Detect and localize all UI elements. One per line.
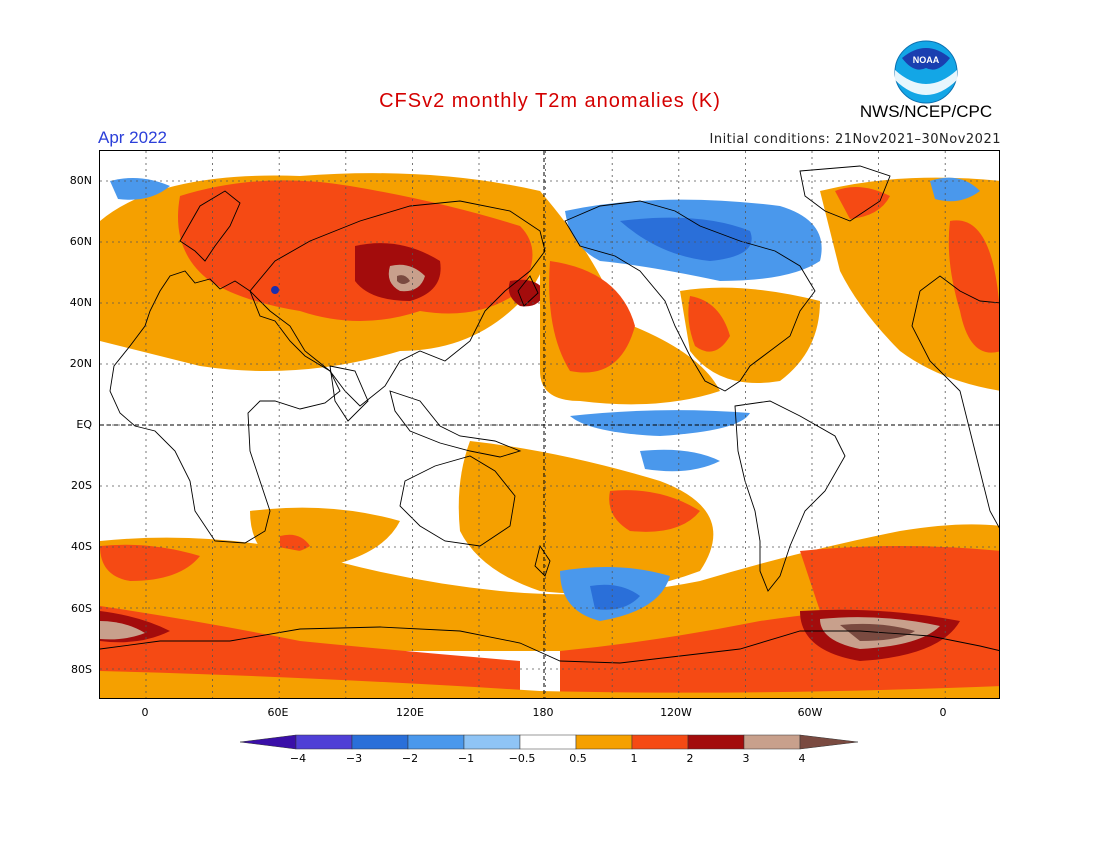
shade-tropics-blue-2 xyxy=(640,449,720,472)
shade-npacific-red xyxy=(549,261,635,373)
lat-label-eq: EQ xyxy=(76,418,92,431)
legend-label-05: 0.5 xyxy=(569,752,587,765)
legend-label-3: 3 xyxy=(742,752,750,765)
coastlines xyxy=(100,165,999,664)
shade-southernocean-midblue xyxy=(590,584,640,610)
agency-label: NWS/NCEP/CPC xyxy=(859,102,993,121)
legend-label-minus3: −3 xyxy=(345,752,363,765)
lat-label-40n: 40N xyxy=(69,296,92,309)
shade-greenland-red xyxy=(835,187,890,219)
shade-caspian-navy xyxy=(271,286,280,294)
shade-spacific-orange xyxy=(458,441,714,594)
lon-label-0-east: 0 xyxy=(939,706,947,719)
shade-asia-brown xyxy=(397,275,410,284)
legend-label-4: 4 xyxy=(798,752,806,765)
lat-label-80s: 80S xyxy=(71,663,92,676)
lat-label-20n: 20N xyxy=(69,357,92,370)
legend-label-minus05: −0.5 xyxy=(508,752,536,765)
colorbar-cell xyxy=(351,734,409,750)
anomaly-map-canvas xyxy=(100,151,999,698)
shade-spacific-red xyxy=(609,490,700,532)
colorbar-cell xyxy=(575,734,633,750)
shade-weddell-tan xyxy=(100,621,145,640)
shade-southatlantic-red-east xyxy=(800,546,999,621)
shade-arctic-blue-west xyxy=(110,177,170,200)
shade-indian-red xyxy=(280,534,310,552)
colorbar-cell xyxy=(519,734,577,750)
shade-pacific-darkred xyxy=(508,279,545,307)
colorbar-cell xyxy=(743,734,801,750)
noaa-logo-text: NOAA xyxy=(913,55,940,65)
valid-month-label: Apr 2022 xyxy=(98,128,167,147)
lon-label-60e: 60E xyxy=(267,706,289,719)
lon-label-60w: 60W xyxy=(797,706,823,719)
shade-southatlantic-red xyxy=(100,544,200,581)
shade-tropics-blue xyxy=(570,410,750,436)
colorbar xyxy=(240,734,859,750)
lat-label-80n: 80N xyxy=(69,174,92,187)
colorbar-cell xyxy=(799,734,859,750)
plot-title: CFSv2 monthly T2m anomalies (K) xyxy=(379,90,721,112)
shade-northamerica-midblue xyxy=(620,217,752,261)
legend-label-2: 2 xyxy=(686,752,694,765)
colorbar-cell xyxy=(295,734,353,750)
colorbar-cell xyxy=(687,734,745,750)
lon-label-120w: 120W xyxy=(660,706,692,719)
colorbar-cell xyxy=(407,734,465,750)
initial-conditions-label: Initial conditions: 21Nov2021–30Nov2021 xyxy=(709,132,1001,147)
lat-label-60n: 60N xyxy=(69,235,92,248)
colorbar-cell xyxy=(631,734,689,750)
lat-label-20s: 20S xyxy=(71,479,92,492)
legend-label-minus4: −4 xyxy=(289,752,307,765)
lon-label-120e: 120E xyxy=(396,706,424,719)
colorbar-cell xyxy=(463,734,521,750)
shade-europe-east-red xyxy=(948,220,999,353)
shade-arctic-blue-east xyxy=(930,177,980,202)
lon-label-0: 0 xyxy=(141,706,149,719)
legend-label-minus2: −2 xyxy=(401,752,419,765)
lat-label-40s: 40S xyxy=(71,540,92,553)
anomaly-map xyxy=(99,150,1000,699)
legend-label-minus1: −1 xyxy=(457,752,475,765)
shade-antarctica-orange xyxy=(100,671,999,698)
lon-label-180: 180 xyxy=(532,706,554,719)
shade-mexico-red xyxy=(688,296,730,352)
colorbar-cell xyxy=(240,734,297,750)
noaa-logo-icon: NOAA xyxy=(894,40,958,104)
legend-label-1: 1 xyxy=(630,752,638,765)
lat-label-60s: 60S xyxy=(71,602,92,615)
